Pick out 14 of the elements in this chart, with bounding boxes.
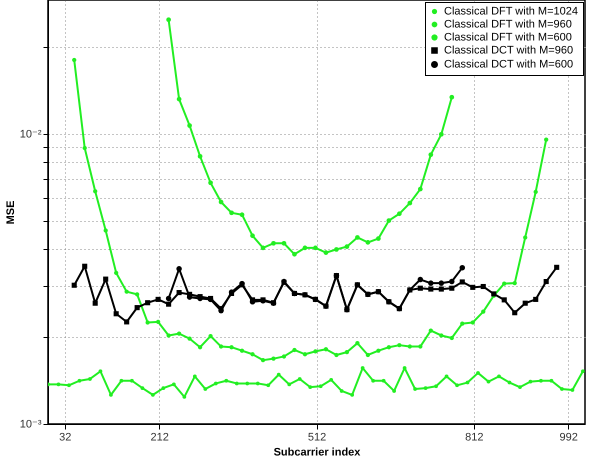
legend-label: Classical DFT with M=1024 [444, 6, 578, 18]
x-tick-label: 512 [308, 432, 326, 444]
legend-label: Classical DCT with M=960 [444, 44, 574, 56]
legend-label: Classical DCT with M=600 [444, 58, 574, 70]
x-tick-label: 32 [59, 432, 72, 444]
x-tick-label: 992 [560, 432, 578, 444]
y-tick-label: 10⁻² [20, 128, 42, 141]
y-axis-title: MSE [4, 200, 17, 224]
x-tick-label: 212 [150, 432, 169, 444]
x-axis-title: Subcarrier index [274, 446, 362, 458]
y-tick-label: 10⁻³ [20, 418, 42, 430]
legend-label: Classical DFT with M=960 [444, 18, 572, 30]
x-tick-label: 812 [465, 432, 484, 444]
legend-label: Classical DFT with M=600 [444, 32, 572, 44]
